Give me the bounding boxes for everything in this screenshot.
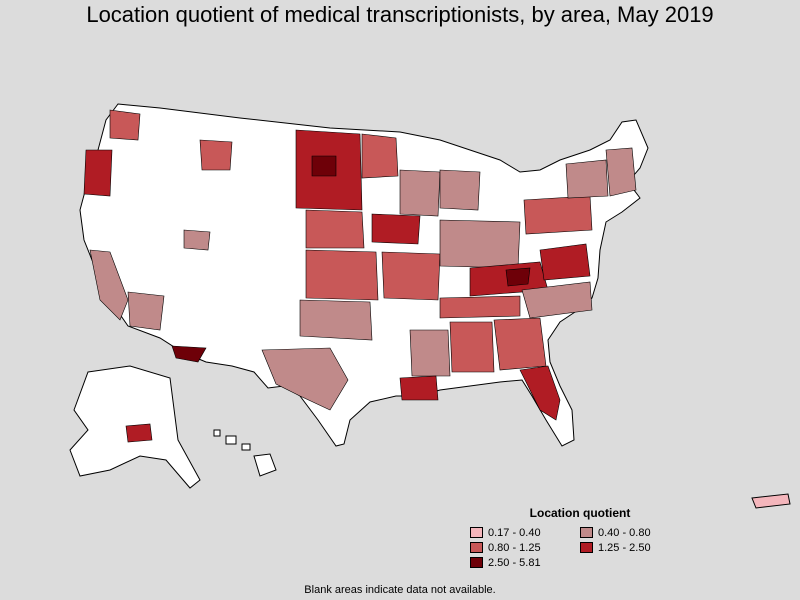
legend-item: 1.25 - 2.50 <box>580 541 690 554</box>
region-texas <box>261 347 349 411</box>
puerto-rico <box>751 493 791 509</box>
legend: Location quotient 0.17 - 0.40 0.40 - 0.8… <box>470 506 690 569</box>
legend-label: 2.50 - 5.81 <box>488 556 541 569</box>
region-ny <box>565 159 609 199</box>
region-louisiana <box>399 375 439 401</box>
region-idaho-wy <box>199 139 233 171</box>
region-nebraska <box>305 209 365 249</box>
legend-label: 0.17 - 0.40 <box>488 526 541 539</box>
legend-item: 0.17 - 0.40 <box>470 526 580 539</box>
region-missouri <box>381 251 441 301</box>
region-mississippi <box>409 329 451 377</box>
legend-item: 2.50 - 5.81 <box>470 556 580 569</box>
region-tucson <box>171 345 207 363</box>
legend-swatch <box>470 557 483 568</box>
region-arizona <box>127 291 165 331</box>
region-tennessee <box>439 295 521 319</box>
region-minnesota <box>361 133 399 179</box>
region-oklahoma <box>299 299 373 341</box>
region-layer <box>83 109 637 421</box>
region-utah <box>183 229 211 251</box>
alaska-region <box>125 423 153 443</box>
legend-swatch <box>470 527 483 538</box>
region-wa <box>109 109 141 141</box>
legend-item: 0.80 - 1.25 <box>470 541 580 554</box>
legend-swatch <box>580 542 593 553</box>
data-note: Blank areas indicate data not available. <box>304 584 496 596</box>
region-california <box>89 249 129 321</box>
region-new-england <box>605 147 637 197</box>
region-virginia <box>539 243 591 281</box>
legend-title: Location quotient <box>529 506 631 520</box>
legend-label: 0.80 - 1.25 <box>488 541 541 554</box>
region-florida <box>519 365 561 421</box>
region-georgia <box>493 317 547 371</box>
region-alabama <box>449 321 495 373</box>
region-michigan <box>439 169 481 211</box>
legend-label: 1.25 - 2.50 <box>598 541 651 554</box>
region-iowa <box>371 213 421 245</box>
region-carolinas <box>521 281 593 319</box>
map-title: Location quotient of medical transcripti… <box>86 2 714 27</box>
region-ky-core <box>505 267 531 287</box>
legend-label: 0.40 - 0.80 <box>598 526 651 539</box>
region-pennsylvania <box>523 195 593 235</box>
region-kansas <box>305 249 379 301</box>
legend-item: 0.40 - 0.80 <box>580 526 690 539</box>
region-nd-core <box>311 155 337 177</box>
region-wisconsin <box>399 169 441 217</box>
region-oregon <box>83 149 113 197</box>
legend-swatch <box>470 542 483 553</box>
hawaii <box>213 429 277 477</box>
legend-swatch <box>580 527 593 538</box>
region-ohio-valley <box>439 219 521 269</box>
